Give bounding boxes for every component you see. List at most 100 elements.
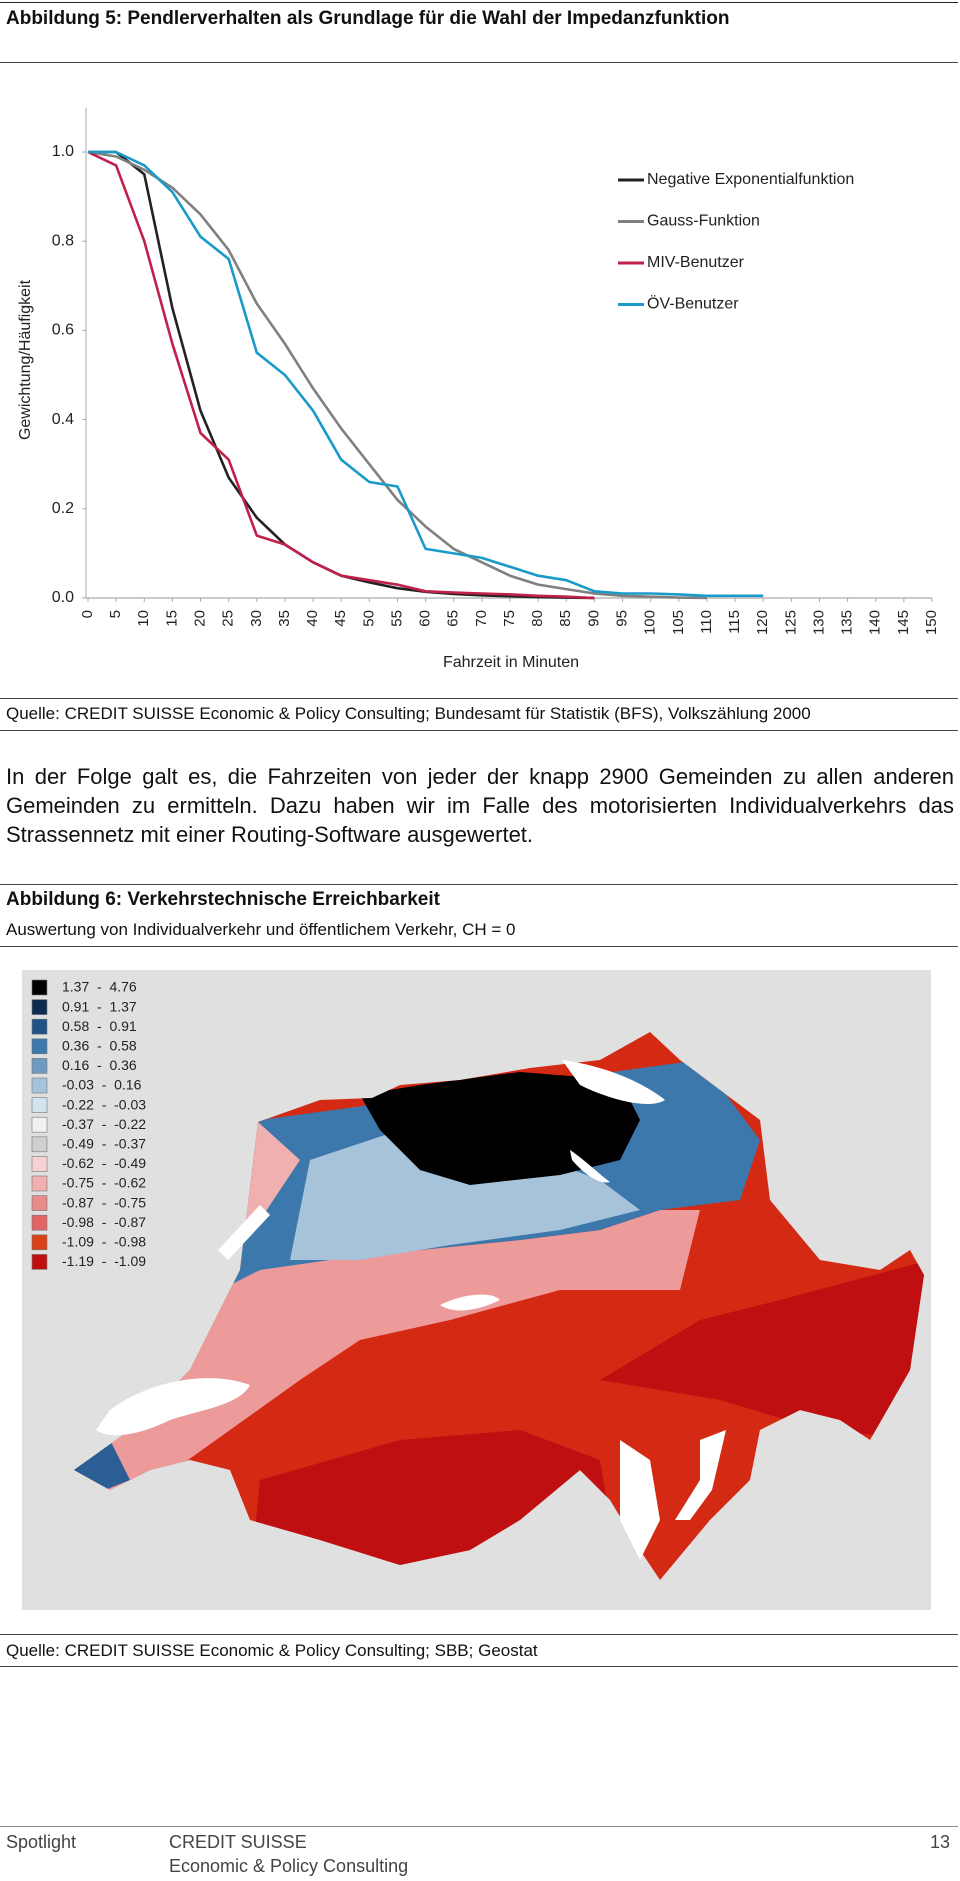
legend-swatch [31, 1156, 48, 1172]
x-tick-label: 100 [642, 610, 659, 635]
title-rule [0, 946, 958, 947]
x-tick-label: 115 [726, 610, 743, 634]
x-tick-label: 90 [585, 610, 602, 627]
x-tick-label: 0 [79, 610, 96, 618]
map-legend: 1.37 - 4.76 0.91 - 1.37 0.58 - 0.91 0.36 - … [31, 979, 146, 1270]
x-tick-label: 40 [304, 610, 321, 627]
legend-swatch [31, 979, 48, 996]
x-tick-label: 30 [248, 610, 265, 627]
legend-swatch [31, 1136, 48, 1153]
y-tick-label: 0.8 [52, 232, 74, 249]
x-tick-label: 150 [923, 610, 940, 635]
y-axis-label: Gewichtung/Häufigkeit [17, 279, 34, 440]
x-tick-label: 125 [782, 610, 799, 635]
legend-label: -0.37 - -0.22 [62, 1116, 146, 1132]
legend-label: -1.09 - -0.98 [62, 1234, 146, 1250]
map: 1.37 - 4.76 0.91 - 1.37 0.58 - 0.91 0.36 - … [22, 970, 931, 1610]
legend-label: 0.91 - 1.37 [62, 998, 137, 1014]
legend-swatch [31, 1234, 48, 1251]
footer-company: CREDIT SUISSE [169, 1832, 307, 1852]
legend-label: MIV-Benutzer [647, 254, 745, 271]
legend-swatch [31, 1214, 48, 1231]
lake [96, 1378, 250, 1436]
x-tick-label: 15 [163, 610, 180, 627]
page-number: 13 [929, 1832, 950, 1852]
footer-department: Economic & Policy Consulting [169, 1856, 409, 1876]
legend-label: 0.58 - 0.91 [62, 1018, 137, 1034]
x-tick-label: 95 [614, 610, 631, 627]
x-tick-label: 5 [107, 610, 124, 618]
legend-label: -0.98 - -0.87 [62, 1214, 146, 1230]
footer-section: Spotlight [6, 1832, 77, 1852]
legend-swatch [31, 1097, 48, 1113]
series-line [87, 150, 707, 600]
lake [570, 1150, 610, 1183]
y-tick-label: 0.2 [52, 500, 74, 517]
x-tick-label: 25 [220, 610, 237, 627]
series-line [87, 150, 595, 600]
x-tick-label: 140 [867, 610, 884, 635]
figure-title: Abbildung 5: Pendlerverhalten als Grundl… [6, 8, 730, 29]
y-tick-label: 0.4 [52, 411, 74, 428]
x-tick-label: 145 [895, 610, 912, 635]
x-tick-label: 60 [417, 610, 434, 627]
x-tick-label: 80 [529, 610, 546, 627]
x-tick-label: 10 [135, 610, 152, 627]
legend-label: ÖV-Benutzer [647, 295, 739, 313]
lake [562, 1060, 665, 1105]
lake [440, 1294, 500, 1311]
x-tick-label: 105 [670, 610, 687, 635]
legend-swatch [31, 1077, 48, 1094]
x-tick-label: 35 [276, 610, 293, 627]
legend-label: 1.37 - 4.76 [62, 979, 137, 995]
top-rule [0, 2, 958, 3]
x-tick-label: 45 [332, 610, 349, 627]
legend-swatch [31, 999, 48, 1015]
title-rule [0, 62, 958, 63]
x-tick-label: 75 [501, 610, 518, 627]
legend-swatch [31, 1058, 48, 1074]
legend-swatch [31, 1175, 48, 1192]
y-tick-label: 0.0 [52, 589, 74, 606]
x-tick-label: 130 [810, 610, 827, 635]
source-rule [0, 1634, 958, 1635]
legend-label: -0.87 - -0.75 [62, 1194, 146, 1210]
legend-label: 0.16 - 0.36 [62, 1057, 137, 1073]
legend-label: Negative Exponentialfunktion [647, 171, 854, 188]
legend-label: -1.19 - -1.09 [62, 1253, 146, 1269]
x-tick-label: 65 [445, 610, 462, 627]
footer-rule [0, 1826, 958, 1827]
legend-swatch [31, 1195, 48, 1211]
x-tick-label: 85 [557, 610, 574, 627]
legend-swatch [31, 1018, 48, 1035]
x-tick-label: 70 [473, 610, 490, 627]
figure-source: Quelle: CREDIT SUISSE Economic & Policy … [6, 704, 811, 723]
chart: Gewichtung/Häufigkeit Fahrzeit in Minute… [17, 108, 940, 671]
legend-label: -0.49 - -0.37 [62, 1136, 146, 1152]
x-tick-label: 135 [839, 610, 856, 635]
legend-label: -0.62 - -0.49 [62, 1155, 146, 1171]
legend-label: -0.75 - -0.62 [62, 1175, 146, 1191]
figure-title: Abbildung 6: Verkehrstechnische Erreichb… [6, 889, 440, 910]
series-line [88, 150, 764, 598]
series-line [88, 150, 595, 600]
x-tick-label: 120 [754, 610, 771, 635]
lake [620, 1440, 660, 1560]
source-rule [0, 730, 958, 731]
legend-label: -0.22 - -0.03 [62, 1096, 146, 1112]
x-axis-label: Fahrzeit in Minuten [443, 654, 579, 671]
region [600, 1260, 924, 1440]
region [360, 1072, 640, 1185]
x-tick-label: 50 [360, 610, 377, 627]
paragraph: In der Folge galt es, die Fahrzeiten von… [6, 764, 954, 847]
legend-label: Gauss-Funktion [647, 213, 760, 230]
title-rule [0, 884, 958, 885]
lake [218, 1205, 270, 1260]
x-tick-label: 55 [388, 610, 405, 627]
source-rule [0, 1666, 958, 1667]
x-tick-label: 110 [698, 610, 715, 634]
lake [675, 1430, 726, 1520]
legend-label: 0.36 - 0.58 [62, 1038, 137, 1054]
legend-swatch [31, 1116, 48, 1133]
x-tick-label: 20 [192, 610, 209, 627]
